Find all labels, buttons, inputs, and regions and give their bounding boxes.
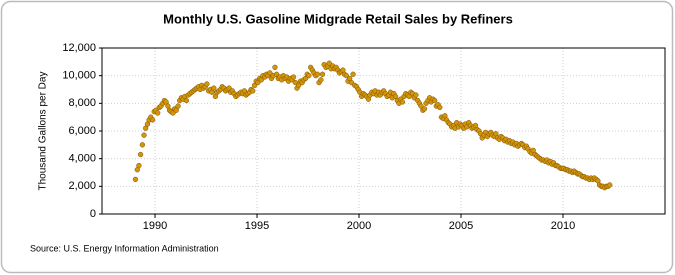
data-point (175, 103, 181, 109)
x-tick-label: 2010 (551, 220, 575, 232)
x-tick-label: 2005 (449, 220, 473, 232)
data-point (607, 182, 613, 188)
data-point (290, 74, 297, 80)
data-point (413, 92, 419, 98)
y-tick-label: 8,000 (68, 97, 96, 109)
data-point (326, 60, 332, 66)
y-tick-label: 10,000 (62, 70, 96, 82)
data-point (211, 85, 217, 91)
data-point (139, 142, 146, 148)
y-tick-label: 0 (90, 208, 96, 220)
data-point (272, 64, 278, 71)
data-point (421, 106, 428, 112)
x-tick-label: 2000 (347, 220, 371, 232)
plot-border (101, 47, 666, 215)
source-note: Source: U.S. Energy Information Administ… (30, 243, 219, 253)
data-point (399, 99, 406, 105)
data-point (137, 151, 144, 158)
data-point (183, 97, 190, 104)
data-point (132, 176, 139, 183)
y-tick-label: 6,000 (68, 125, 96, 137)
x-tick-label: 1995 (245, 220, 269, 232)
y-axis-label: Thousand Gallons per Day (38, 72, 49, 191)
data-point (136, 162, 142, 169)
data-point (318, 77, 324, 83)
data-point (149, 117, 156, 123)
data-point (204, 81, 210, 87)
y-tick-label: 2,000 (68, 180, 96, 192)
data-point (437, 104, 443, 111)
data-point (350, 71, 356, 77)
data-point (250, 88, 256, 94)
data-point (141, 132, 147, 138)
x-tick-label: 1990 (143, 220, 167, 232)
data-point (306, 73, 312, 79)
y-tick-label: 4,000 (68, 153, 96, 165)
data-point (155, 110, 161, 116)
chart-title: Monthly U.S. Gasoline Midgrade Retail Sa… (163, 11, 513, 26)
y-tick-label: 12,000 (62, 42, 96, 54)
data-point (319, 71, 326, 77)
data-point (314, 71, 321, 77)
data-point (432, 97, 438, 104)
